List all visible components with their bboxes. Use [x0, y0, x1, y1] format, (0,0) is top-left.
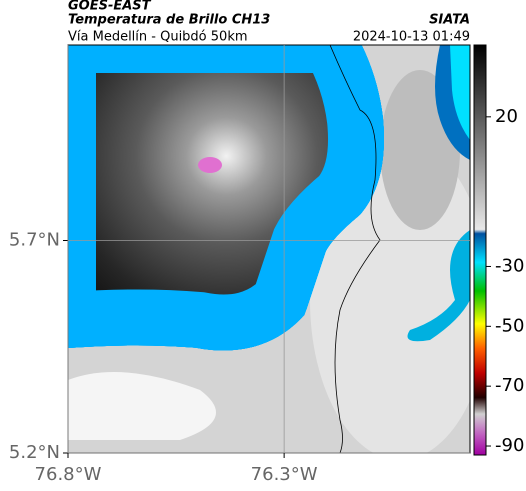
colorbar-tick-label: -90	[495, 435, 524, 456]
colorbar-tick-label: -30	[495, 255, 524, 276]
lat-tick-label: 5.2°N	[9, 442, 60, 463]
lat-tick-label: 5.7°N	[9, 230, 60, 251]
map-image	[68, 45, 470, 453]
title: Temperatura de Brillo CH13	[68, 13, 270, 28]
colorbar	[473, 44, 487, 456]
datetime: 2024-10-13 01:49	[353, 30, 470, 45]
lon-tick-label: 76.3°W	[251, 464, 318, 485]
lon-tick-label: 76.8°W	[35, 464, 102, 485]
colorbar-tick-label: -70	[495, 375, 524, 396]
subtitle: Vía Medellín - Quibdó 50km	[68, 30, 248, 45]
source: SIATA	[429, 13, 470, 28]
satellite: GOES-EAST	[68, 0, 152, 14]
colorbar-tick-label: 20	[495, 106, 518, 127]
colorbar-tick-label: -50	[495, 315, 524, 336]
